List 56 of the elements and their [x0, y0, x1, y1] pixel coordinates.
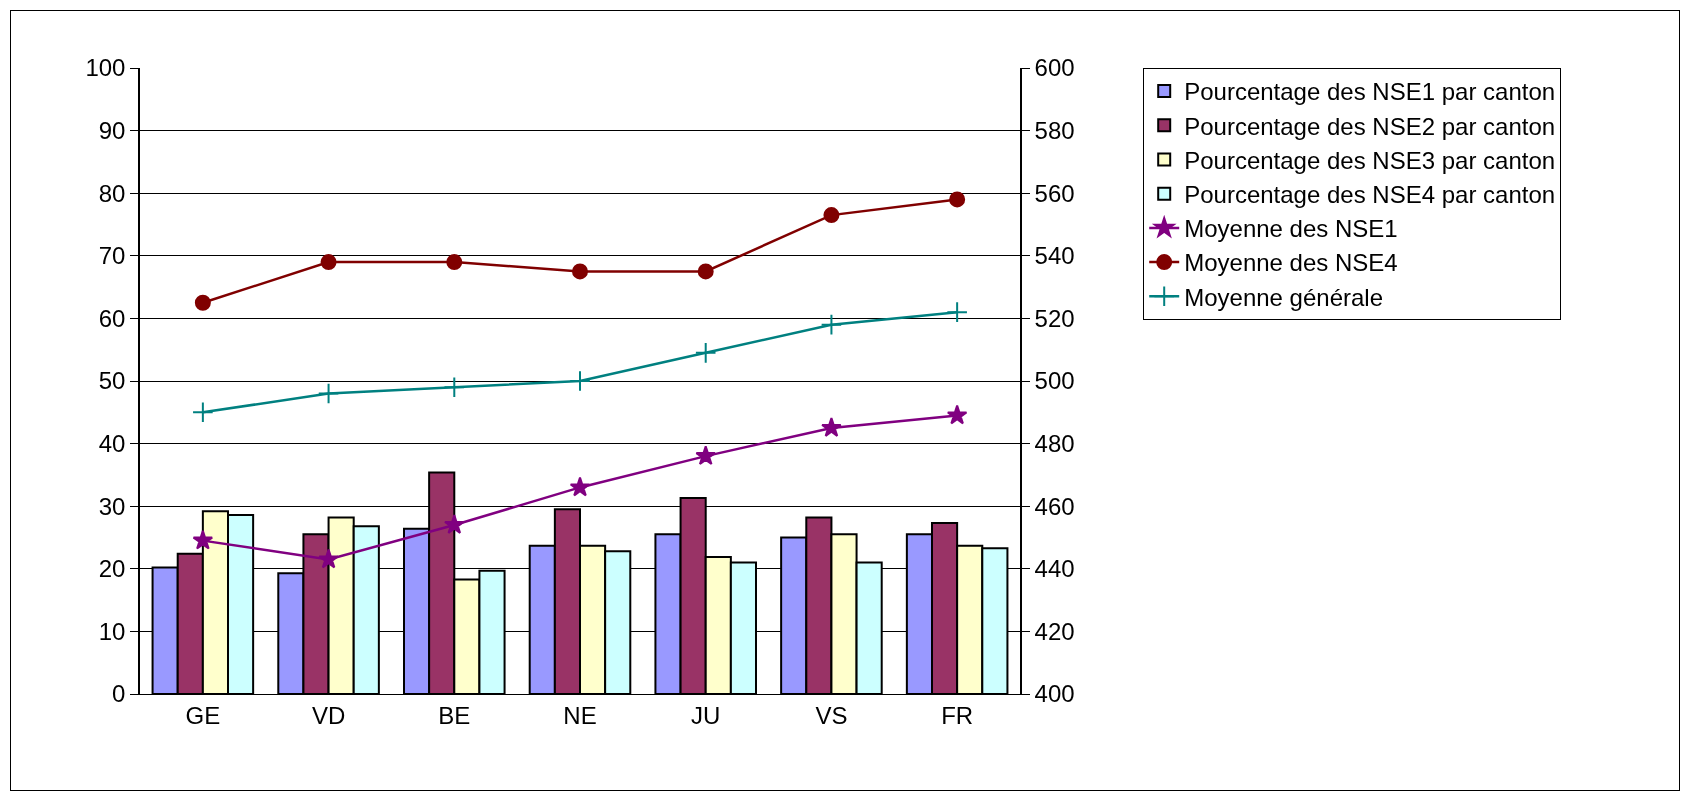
y2-tick-label: 600 [1034, 54, 1075, 82]
y-tick-label: 80 [98, 179, 126, 207]
x-tick-label: GE [185, 701, 221, 729]
y-tick-label: 60 [98, 304, 126, 332]
y-tick-label: 70 [98, 242, 126, 270]
y2-tick-label: 500 [1034, 367, 1075, 395]
y2-tick-label: 440 [1034, 555, 1075, 583]
point [695, 445, 717, 466]
point [697, 263, 714, 280]
point [820, 313, 843, 336]
point [318, 548, 339, 569]
x-tick-label: NE [563, 701, 597, 729]
x-tick-label: BE [438, 701, 471, 729]
y-tick-label: 50 [98, 367, 126, 395]
x-tick-label: FR [941, 701, 974, 729]
point [192, 401, 214, 424]
point [946, 301, 968, 323]
x-tick-label: JU [691, 701, 721, 729]
legend-label: Pourcentage des NSE1 par canton [1184, 78, 1556, 106]
y-tick-label: 90 [98, 117, 126, 144]
y-tick-label: 40 [98, 430, 126, 457]
point [569, 476, 591, 497]
point [446, 254, 463, 271]
y2-tick-label: 560 [1034, 179, 1075, 207]
point [192, 529, 214, 550]
y2-tick-label: 460 [1034, 492, 1075, 520]
legend-label: Pourcentage des NSE2 par canton [1184, 112, 1556, 140]
legend-label: Moyenne des NSE1 [1184, 215, 1398, 243]
y-tick-label: 0 [112, 680, 126, 708]
point [694, 342, 717, 364]
point [443, 376, 466, 399]
y2-tick-label: 420 [1034, 617, 1075, 645]
y-tick-label: 30 [98, 492, 126, 520]
y2-tick-label: 480 [1034, 430, 1075, 457]
legend-label: Pourcentage des NSE3 par canton [1184, 146, 1556, 174]
y2-tick-label: 540 [1034, 242, 1075, 270]
point [320, 254, 337, 271]
point [443, 514, 465, 534]
legend-label: Pourcentage des NSE4 par canton [1184, 181, 1556, 209]
point [572, 263, 588, 280]
y2-tick-label: 580 [1034, 117, 1075, 144]
point [823, 207, 840, 224]
point [821, 417, 842, 437]
y-tick-label: 20 [98, 555, 126, 583]
point [949, 191, 966, 208]
point [194, 294, 211, 311]
y2-tick-label: 400 [1034, 680, 1075, 708]
y2-tick-label: 520 [1034, 304, 1075, 332]
y-tick-label: 10 [98, 617, 126, 645]
y-tick-label: 100 [85, 54, 126, 82]
x-tick-label: VD [311, 701, 346, 729]
x-tick-label: VS [815, 701, 848, 729]
point [946, 404, 968, 425]
legend-label: Moyenne générale [1184, 283, 1384, 311]
point [317, 382, 340, 405]
legend-label: Moyenne des NSE4 [1184, 249, 1398, 277]
